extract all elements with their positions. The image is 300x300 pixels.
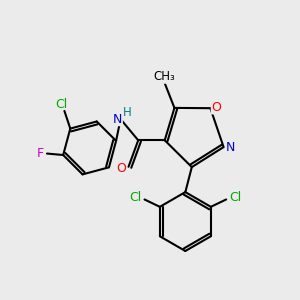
Text: Cl: Cl — [55, 98, 68, 111]
Text: F: F — [37, 147, 44, 160]
Text: O: O — [211, 101, 221, 114]
Text: N: N — [113, 112, 122, 126]
Text: Cl: Cl — [129, 191, 141, 205]
Text: CH₃: CH₃ — [154, 70, 176, 83]
Text: Cl: Cl — [230, 191, 242, 205]
Text: N: N — [225, 141, 235, 154]
Text: O: O — [116, 162, 126, 175]
Text: H: H — [123, 106, 132, 119]
